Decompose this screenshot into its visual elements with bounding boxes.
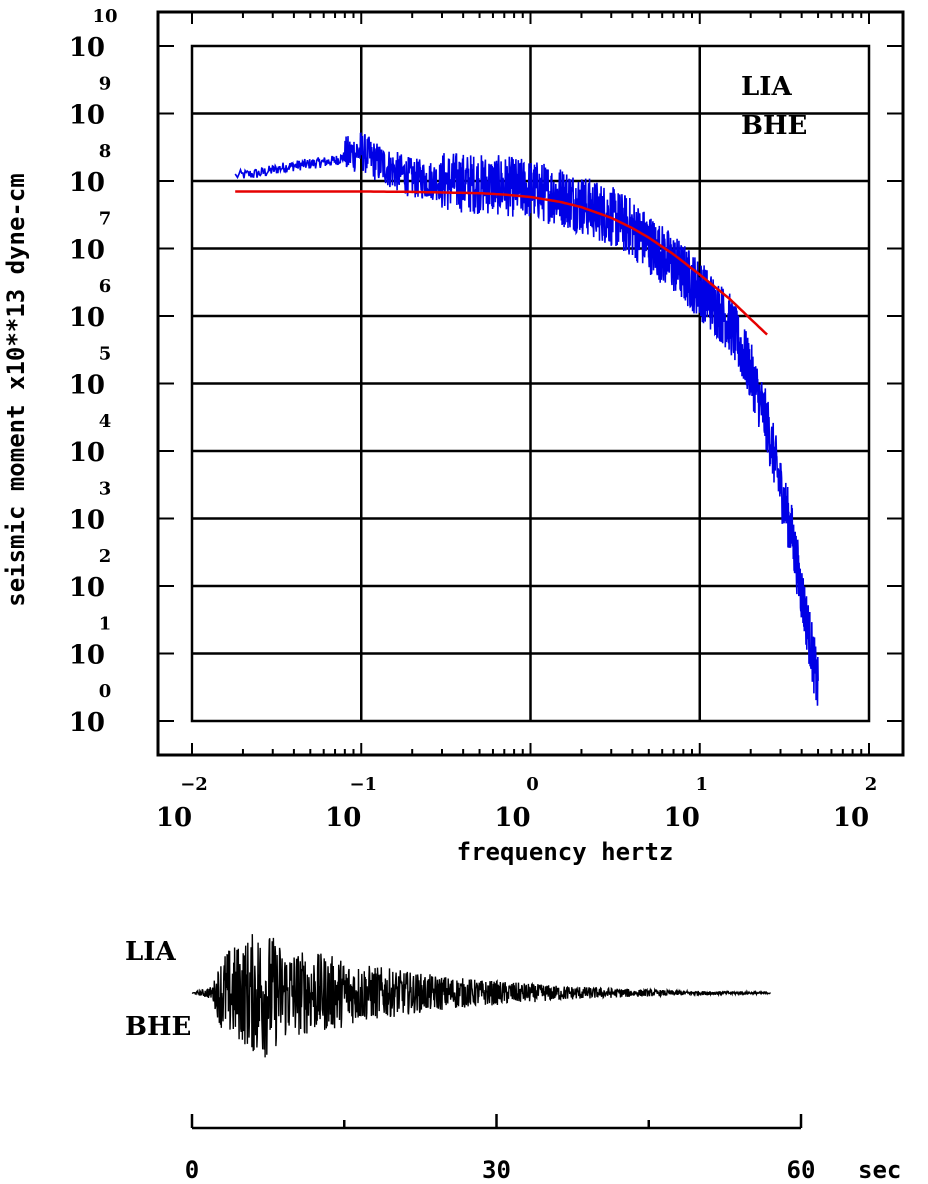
y-tick-label-base: 10 (69, 236, 105, 266)
annotation-component: BHE (741, 111, 807, 141)
time-axis-labels: 0 30 60 (185, 1156, 816, 1184)
x-tick-label-base: 10 (325, 803, 361, 833)
y-axis-label: seismic moment x10**13 dyne-cm (2, 173, 30, 606)
seismogram-trace-group (191, 934, 771, 1058)
time-axis-ticks (190, 1114, 803, 1128)
x-tick-label-exponent: 2 (865, 774, 878, 795)
time-tick-label: 60 (787, 1156, 816, 1184)
seismogram-chart: LIA BHE 0 30 60 sec (125, 934, 901, 1184)
y-tick-label-exponent: 5 (99, 344, 112, 365)
y-tick-label-base: 10 (69, 708, 105, 738)
y-tick-label-exponent: 3 (99, 479, 112, 500)
x-tick-label-exponent: −1 (349, 774, 377, 795)
y-tick-label-base: 10 (69, 168, 105, 198)
y-tick-label-exponent: 6 (99, 276, 112, 297)
y-tick-label-exponent: 1 (99, 614, 112, 635)
x-tick-label-base: 10 (156, 803, 192, 833)
x-tick-label-exponent: −2 (180, 774, 208, 795)
spectrum-grid (192, 46, 869, 721)
y-tick-label-exponent: 7 (99, 209, 112, 230)
y-tick-label-base: 10 (69, 641, 105, 671)
y-tick-label-base: 10 (69, 101, 105, 131)
model-curve (235, 190, 768, 336)
x-tick-label-exponent: 1 (695, 774, 708, 795)
y-tick-label-base: 10 (69, 506, 105, 536)
y-tick-label-base: 10 (69, 303, 105, 333)
x-tick-label-base: 10 (833, 803, 869, 833)
y-tick-label-exponent: 10 (92, 6, 117, 27)
spectrum-ticks (158, 12, 903, 755)
spectrum-series (234, 132, 819, 706)
y-tick-label-exponent: 2 (99, 546, 112, 567)
y-tick-label-base: 10 (69, 33, 105, 63)
seismogram-trace (191, 934, 771, 1058)
time-tick-label: 0 (185, 1156, 199, 1184)
y-tick-label-base: 10 (69, 573, 105, 603)
time-axis-unit: sec (858, 1156, 901, 1184)
annotation-station: LIA (741, 72, 792, 102)
y-tick-label-exponent: 8 (99, 141, 112, 162)
y-tick-label-base: 10 (69, 371, 105, 401)
spectrum-curve (234, 132, 819, 706)
y-tick-label-base: 10 (69, 438, 105, 468)
y-tick-labels: 10 0 10 1 10 2 10 3 10 4 10 5 10 6 10 7 10 8 10 9 10 10 (69, 6, 118, 738)
x-tick-label-exponent: 0 (526, 774, 539, 795)
y-tick-label-exponent: 4 (99, 411, 112, 432)
x-tick-label-base: 10 (494, 803, 530, 833)
y-tick-label-exponent: 9 (99, 74, 112, 95)
seismogram-label-station: LIA (125, 937, 176, 967)
time-tick-label: 30 (482, 1156, 511, 1184)
x-tick-labels: −2 10 −1 10 0 10 1 10 2 10 (156, 774, 877, 833)
seismogram-label-component: BHE (125, 1012, 191, 1042)
x-tick-label-base: 10 (664, 803, 700, 833)
x-axis-label: frequency hertz (457, 838, 674, 866)
y-tick-label-exponent: 0 (99, 681, 112, 702)
